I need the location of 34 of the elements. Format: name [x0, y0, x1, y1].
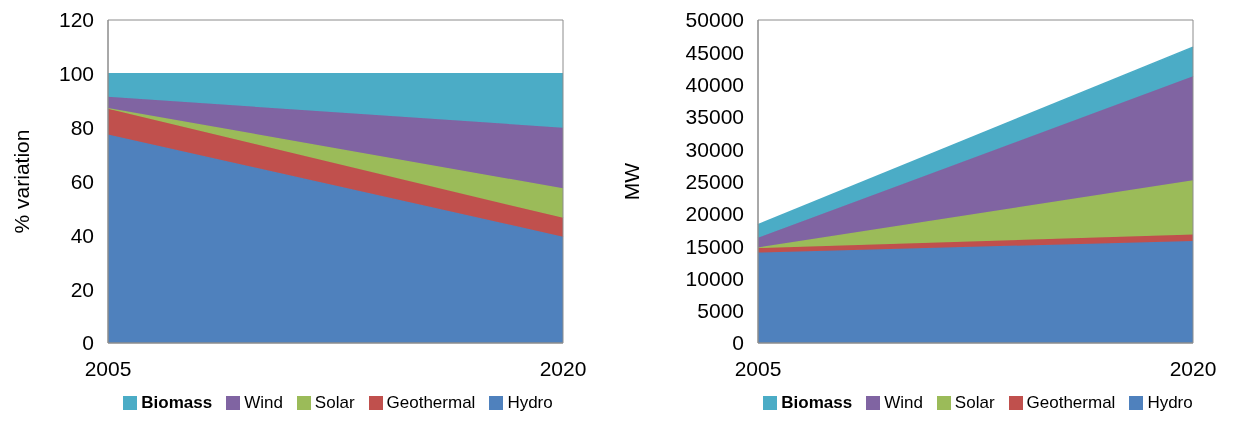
- legend-label: Hydro: [506, 393, 553, 413]
- y-tick-label: 0: [82, 331, 94, 355]
- legend-label: Solar: [313, 393, 355, 413]
- y-tick-label: 45000: [685, 40, 744, 64]
- y-tick-label: 25000: [685, 169, 744, 193]
- y-tick-label: 35000: [685, 105, 744, 129]
- y-tick-label: 20: [70, 277, 94, 301]
- y-tick-label: 15000: [685, 234, 744, 258]
- x-tick-label: 2005: [734, 356, 782, 380]
- legend-label: Wind: [883, 393, 923, 413]
- y-tick-label: 5000: [697, 299, 744, 323]
- y-tick-label: 60: [70, 169, 94, 193]
- legend-label: Hydro: [1146, 393, 1193, 413]
- y-tick-label: 40000: [685, 73, 744, 97]
- y-tick-label: 80: [70, 116, 94, 140]
- legend-label: Geothermal: [1025, 393, 1116, 413]
- y-tick-label: 20000: [685, 202, 744, 226]
- legend-label: Biomass: [780, 393, 853, 413]
- x-tick-label: 2020: [1169, 356, 1217, 380]
- y-tick-label: 0: [732, 331, 744, 355]
- legend-label: Biomass: [140, 393, 213, 413]
- y-axis-title: % variation: [10, 129, 34, 234]
- legend-label: Geothermal: [385, 393, 476, 413]
- x-tick-label: 2020: [539, 356, 587, 380]
- legend-label: Solar: [953, 393, 995, 413]
- y-tick-label: 120: [58, 8, 94, 32]
- legend-label: Wind: [243, 393, 283, 413]
- y-tick-label: 100: [58, 62, 94, 86]
- y-axis-title: MW: [620, 162, 644, 201]
- x-tick-label: 2005: [84, 356, 132, 380]
- y-tick-label: 10000: [685, 266, 744, 290]
- y-tick-label: 30000: [685, 137, 744, 161]
- y-tick-label: 40: [70, 223, 94, 247]
- y-tick-label: 50000: [685, 8, 744, 32]
